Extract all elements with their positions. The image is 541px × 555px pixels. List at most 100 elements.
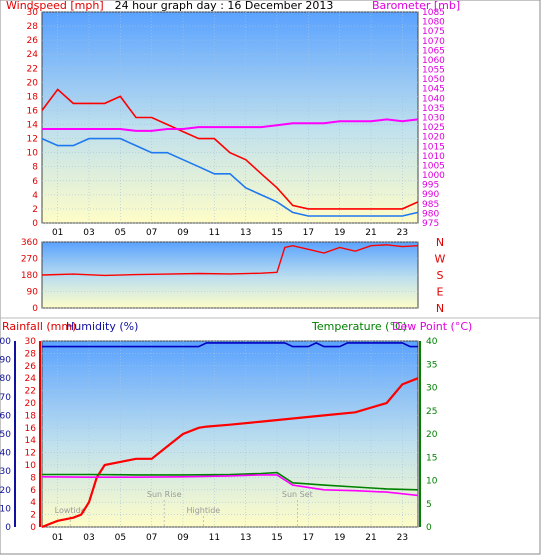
wind-x-tick-label: 13 <box>240 228 251 238</box>
wind-x-tick-label: 17 <box>303 228 314 238</box>
barometer-tick-label: 990 <box>422 190 439 200</box>
humidity-tick-label: 0 <box>5 523 11 533</box>
series-dew-point-line <box>41 474 419 497</box>
temperature-tick-label: 25 <box>426 407 437 417</box>
rainfall-tick-label: 4 <box>30 498 36 508</box>
series-average-line <box>41 137 419 217</box>
barometer-tick-label: 1040 <box>422 94 445 104</box>
compass-label: W <box>435 253 446 266</box>
climate-series <box>41 342 419 529</box>
climate-x-tick-label: 03 <box>83 533 94 543</box>
rainfall-tick-label: 0 <box>30 523 36 533</box>
humidity-tick-label: 30 <box>0 467 11 477</box>
humidity-tick-label: 70 <box>0 393 11 403</box>
rainfall-tick-label: 30 <box>25 337 37 347</box>
climate-x-tick-label: 21 <box>365 533 376 543</box>
climate-x-tick-label: 19 <box>334 533 346 543</box>
wind-x-tick-label: 11 <box>209 228 220 238</box>
barometer-tick-label: 1065 <box>422 46 445 56</box>
climate-x-tick-label: 09 <box>177 533 189 543</box>
humidity-tick-label: 10 <box>0 504 11 514</box>
compass-label: N <box>436 236 444 249</box>
rainfall-tick-label: 2 <box>30 511 36 521</box>
barometer-tick-label: 1055 <box>422 66 445 76</box>
climate-x-tick-label: 01 <box>52 533 63 543</box>
barometer-tick-label: 1025 <box>422 123 445 133</box>
windspeed-tick-label: 22 <box>27 64 38 74</box>
windspeed-tick-label: 4 <box>32 191 38 201</box>
direction-tick-label: 0 <box>32 304 38 314</box>
rainfall-tick-label: 22 <box>25 387 36 397</box>
climate-plot-area <box>41 340 419 528</box>
windspeed-tick-label: 10 <box>27 149 39 159</box>
compass-label: S <box>437 269 444 282</box>
wind-plot-area <box>41 11 419 224</box>
annotation-label: Hightide <box>186 506 220 515</box>
series-temperature-line <box>42 471 419 491</box>
barometer-axis-label: Barometer [mb] <box>372 0 460 12</box>
wind-x-tick-label: 03 <box>83 228 94 238</box>
temperature-tick-label: 40 <box>426 337 438 347</box>
wind-series <box>41 88 419 217</box>
barometer-tick-label: 1060 <box>422 56 445 66</box>
direction-tick-label: 90 <box>27 288 39 298</box>
barometer-tick-label: 980 <box>422 209 439 219</box>
direction-series <box>41 244 419 277</box>
rainfall-tick-label: 26 <box>25 362 37 372</box>
humidity-tick-label: 100 <box>0 337 11 347</box>
rainfall-tick-label: 6 <box>30 486 36 496</box>
rainfall-axis-label: Rainfall (mm) <box>2 320 76 333</box>
barometer-tick-label: 1045 <box>422 85 445 95</box>
rainfall-tick-label: 24 <box>25 374 37 384</box>
windspeed-tick-label: 12 <box>27 135 38 145</box>
barometer-tick-label: 995 <box>422 181 439 191</box>
wind-x-tick-label: 09 <box>177 228 189 238</box>
temperature-tick-label: 30 <box>426 384 438 394</box>
series-gust-line <box>41 88 419 210</box>
windspeed-tick-label: 0 <box>32 219 38 229</box>
climate-x-tick-label: 07 <box>146 533 157 543</box>
series-rainfall-line <box>41 377 419 529</box>
temperature-tick-label: 35 <box>426 360 437 370</box>
climate-x-tick-label: 17 <box>303 533 314 543</box>
temperature-axis-label: Temperature (°C) <box>311 320 407 333</box>
climate-x-tick-label: 23 <box>397 533 408 543</box>
direction-tick-labels: 0 90 180 270 360 <box>21 238 38 314</box>
annotation-label: Sun Rise <box>147 490 182 499</box>
windspeed-tick-label: 6 <box>32 177 38 187</box>
humidity-tick-label: 60 <box>0 411 11 421</box>
windspeed-tick-label: 16 <box>27 106 39 116</box>
rainfall-tick-label: 28 <box>25 349 37 359</box>
rainfall-tick-label: 18 <box>25 411 37 421</box>
climate-x-tick-label: 05 <box>115 533 126 543</box>
humidity-tick-label: 80 <box>0 374 11 384</box>
series-barometer-line <box>42 118 419 132</box>
barometer-tick-label: 1080 <box>422 18 445 28</box>
temperature-tick-label: 20 <box>426 430 438 440</box>
windspeed-tick-label: 14 <box>27 121 39 131</box>
wind-x-tick-label: 19 <box>334 228 346 238</box>
humidity-tick-labels: 0 10 20 30 40 50 60 70 80 90 100 <box>0 337 11 533</box>
windspeed-axis-label: Windspeed [mph] <box>6 0 104 12</box>
direction-tick-label: 180 <box>21 271 38 281</box>
barometer-tick-label: 1015 <box>422 142 445 152</box>
barometer-tick-label: 1030 <box>422 114 445 124</box>
direction-tick-label: 270 <box>21 255 38 265</box>
humidity-tick-label: 40 <box>0 449 11 459</box>
windspeed-tick-label: 2 <box>32 205 38 215</box>
barometer-tick-label: 1020 <box>422 133 445 143</box>
barometer-tick-label: 985 <box>422 200 439 210</box>
barometer-tick-label: 975 <box>422 219 439 229</box>
wind-x-tick-label: 07 <box>146 228 157 238</box>
barometer-tick-label: 1035 <box>422 104 445 114</box>
windspeed-tick-label: 18 <box>27 92 39 102</box>
barometer-tick-labels: 9759809859909951000100510101015102010251… <box>422 8 445 229</box>
temperature-tick-label: 10 <box>426 477 438 487</box>
compass-label: N <box>436 302 444 315</box>
rainfall-tick-label: 16 <box>25 424 37 434</box>
barometer-tick-label: 1050 <box>422 75 445 85</box>
temperature-tick-label: 5 <box>426 500 432 510</box>
direction-tick-label: 360 <box>21 238 38 248</box>
